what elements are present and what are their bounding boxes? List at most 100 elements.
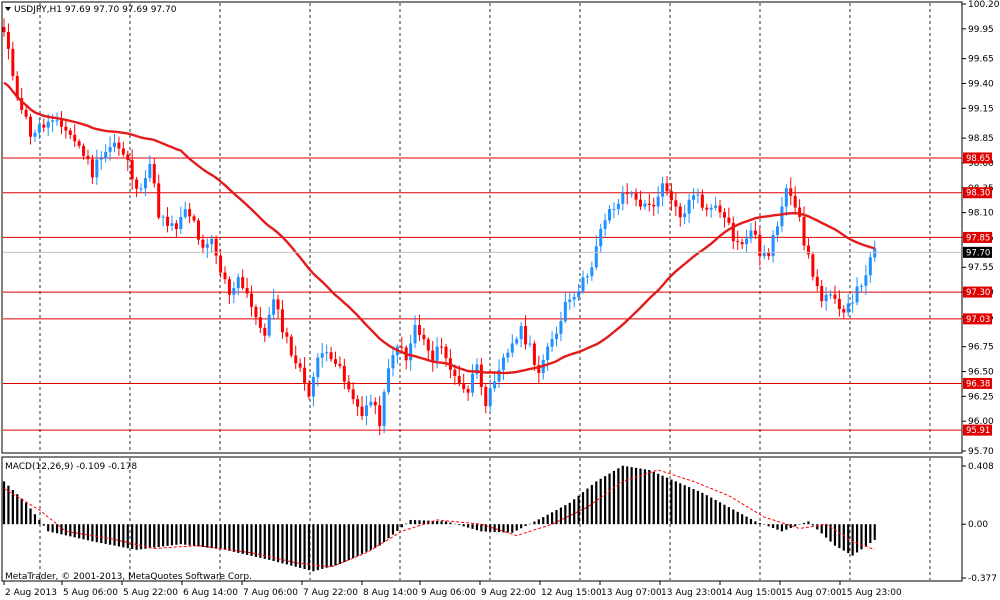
candle-body	[11, 48, 15, 76]
candle-body	[705, 207, 709, 210]
candle-body	[82, 145, 86, 156]
candle-body	[585, 276, 589, 278]
price-panel[interactable]	[1, 1, 963, 454]
candle	[342, 358, 346, 390]
candle-body	[603, 220, 607, 229]
candle-body	[369, 401, 373, 406]
candle	[453, 364, 457, 385]
macd-axis: 0.408 0.00 -0.377	[962, 462, 997, 584]
candle	[113, 134, 116, 153]
price-tick-label: 99.95	[968, 25, 994, 35]
candle-body	[73, 134, 77, 142]
candle	[621, 185, 625, 211]
candle	[86, 149, 90, 165]
candle-body	[546, 346, 550, 360]
candle-body	[638, 199, 642, 207]
moving-average-line	[3, 81, 876, 375]
candle-body	[126, 154, 130, 161]
candle	[859, 283, 863, 293]
candle-body	[625, 192, 629, 195]
candle	[378, 396, 382, 436]
candle	[820, 279, 824, 308]
price-tick-label: 98.60	[968, 159, 994, 169]
time-tick-label: 15 Aug 07:00	[781, 588, 842, 598]
candle-body	[139, 188, 143, 190]
candle-body	[722, 212, 726, 218]
candle	[205, 238, 209, 259]
candle	[718, 199, 722, 218]
candle	[546, 342, 550, 371]
candle-body	[559, 321, 563, 334]
candle	[669, 183, 673, 211]
candle	[731, 216, 735, 250]
candle	[417, 314, 421, 342]
candle-body	[245, 287, 249, 294]
candle-body	[524, 326, 528, 345]
candle	[736, 230, 740, 250]
candle-body	[179, 216, 183, 230]
candle	[851, 293, 855, 313]
candle-body	[563, 301, 567, 322]
candle-body	[188, 209, 192, 217]
candle-body	[37, 124, 41, 133]
candle-body	[661, 183, 665, 197]
candle-body	[2, 27, 6, 33]
level-tag-bg	[963, 313, 992, 325]
price-tick-label: 96.25	[968, 392, 994, 402]
candle	[108, 136, 112, 161]
candle-body	[263, 327, 267, 336]
candle-body	[577, 291, 581, 297]
macd-signal-line	[3, 469, 875, 568]
candle	[356, 395, 360, 417]
candle	[236, 273, 240, 296]
candle-body	[599, 228, 603, 247]
candle-body	[687, 199, 691, 214]
candle-body	[201, 239, 205, 248]
candle-body	[488, 388, 492, 407]
time-axis[interactable]: 2 Aug 2013 5 Aug 06:00 5 Aug 22:00 6 Aug 14…	[3, 581, 902, 598]
candle-body	[338, 363, 342, 366]
time-tick-label: 8 Aug 14:00	[363, 588, 418, 598]
level-value: 98.30	[966, 189, 990, 199]
candle-body	[64, 126, 68, 131]
candle	[338, 356, 342, 369]
candle	[369, 394, 373, 408]
candle	[117, 136, 121, 156]
candle-body	[824, 294, 828, 302]
candle	[753, 220, 757, 240]
time-tick-label: 7 Aug 06:00	[243, 588, 298, 598]
candle-body	[364, 405, 368, 417]
candle	[126, 150, 130, 171]
candle	[294, 345, 298, 370]
candle	[674, 193, 678, 217]
candle	[493, 372, 497, 392]
candle-body	[285, 332, 289, 337]
candle-body	[833, 294, 837, 299]
level-tag-bg	[963, 187, 992, 199]
candle-body	[55, 120, 59, 122]
candle-body	[696, 194, 700, 196]
candle-body	[342, 365, 346, 382]
candle-body	[855, 286, 859, 303]
triangle-down-icon	[5, 7, 11, 11]
time-tick-label: 5 Aug 22:00	[123, 588, 178, 598]
candle	[638, 190, 642, 211]
price-tick-label: 97.55	[968, 263, 994, 273]
candle-body	[294, 355, 298, 364]
candle-body	[749, 230, 753, 239]
macd-panel[interactable]: MACD(12,26,9) -0.109 -0.178 MetaTrader, …	[1, 456, 963, 582]
candle-body	[325, 352, 329, 354]
price-tick-label: 98.10	[968, 209, 994, 219]
candle-body	[776, 226, 779, 235]
candle-body	[767, 252, 771, 257]
candle	[263, 323, 267, 343]
candle-body	[669, 191, 673, 201]
candle	[219, 249, 223, 278]
candle	[577, 283, 581, 301]
candle	[842, 305, 846, 319]
candle-body	[519, 326, 523, 340]
candle-body	[104, 151, 108, 159]
candle	[431, 340, 435, 372]
candle-body	[422, 334, 426, 340]
